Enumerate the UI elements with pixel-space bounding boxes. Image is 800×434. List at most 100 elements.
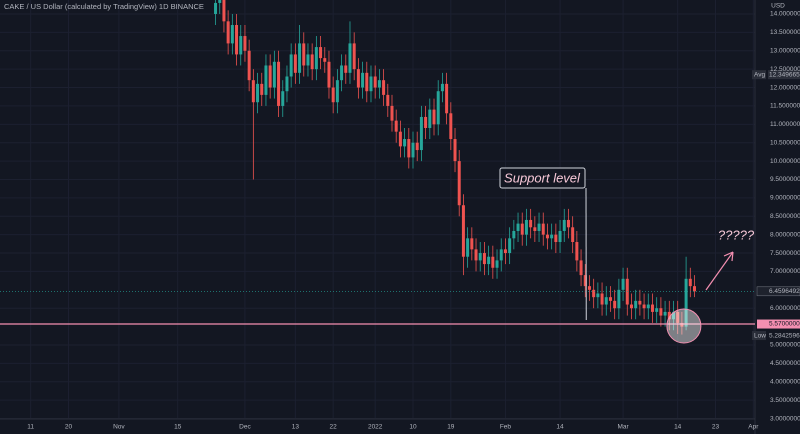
- y-tick-label: 9.5000000: [770, 176, 800, 183]
- candle-body: [487, 256, 491, 265]
- candle-body: [604, 297, 608, 305]
- candle-body: [533, 227, 537, 231]
- candle-body: [352, 43, 356, 70]
- candle-body: [310, 54, 314, 70]
- candle-body: [583, 275, 587, 287]
- candle-body: [541, 223, 545, 235]
- candle-body: [445, 83, 449, 114]
- candle-body: [621, 278, 625, 290]
- candle-body: [482, 253, 486, 265]
- x-tick-label: 15: [174, 424, 182, 431]
- candle-body: [461, 205, 465, 257]
- candle-body: [260, 83, 264, 95]
- candle-body: [394, 120, 398, 132]
- candle-body: [268, 65, 272, 88]
- arrow-head: [723, 251, 734, 262]
- candle-body: [264, 65, 268, 95]
- candle-body: [356, 69, 360, 88]
- price-label: 6.4596492: [769, 288, 800, 295]
- candle-body: [256, 83, 260, 103]
- candle-body: [692, 286, 696, 292]
- x-tick-label: Feb: [500, 424, 512, 431]
- y-tick-label: 14.0000000: [770, 11, 800, 18]
- candle-body: [495, 260, 499, 268]
- candle-body: [587, 286, 591, 290]
- y-tick-label: 12.0000000: [770, 84, 800, 91]
- candle-body: [474, 249, 478, 261]
- candle-body: [650, 304, 654, 312]
- candle-body: [646, 304, 650, 309]
- candle-body: [638, 300, 642, 305]
- candle-body: [529, 219, 533, 228]
- x-tick-label: Apr: [748, 424, 759, 431]
- candle-body: [571, 227, 575, 243]
- chart-title: CAKE / US Dollar (calculated by TradingV…: [4, 2, 204, 11]
- candle-body: [449, 113, 453, 140]
- candle-body: [466, 238, 470, 257]
- candle-body: [550, 234, 554, 239]
- grid: [0, 0, 755, 420]
- avg-label: 12.3496650: [769, 71, 800, 78]
- currency: USD: [771, 3, 785, 10]
- candle-body: [688, 278, 692, 287]
- candle-body: [415, 142, 419, 151]
- y-tick-label: 6.0000000: [770, 305, 800, 312]
- x-tick-label: 14: [674, 424, 682, 431]
- x-tick-label: 23: [712, 424, 720, 431]
- x-tick-label: 19: [447, 424, 455, 431]
- y-tick-label: 7.5000000: [770, 250, 800, 257]
- y-tick-label: 7.0000000: [770, 268, 800, 275]
- candle-body: [323, 58, 327, 62]
- y-tick-label: 13.5000000: [770, 29, 800, 36]
- price-label-box: [756, 286, 800, 297]
- x-tick-label: Mar: [617, 424, 629, 431]
- candle-body: [680, 322, 684, 327]
- candle-body: [373, 76, 377, 88]
- candle-body: [508, 238, 512, 254]
- candle-body: [562, 219, 566, 231]
- candle-body: [289, 54, 293, 77]
- support-text-box: [499, 167, 586, 189]
- candle-body: [608, 297, 612, 301]
- candle-body: [331, 87, 335, 103]
- candle-body: [344, 65, 348, 73]
- candle-body: [600, 293, 604, 305]
- x-tick-label: 13: [292, 424, 300, 431]
- candle-body: [592, 289, 596, 298]
- candle-body: [579, 260, 583, 276]
- candle-body: [524, 219, 528, 235]
- support-text: Support level: [504, 170, 581, 185]
- candle-body: [340, 65, 344, 81]
- candle-body: [235, 25, 239, 55]
- y-tick-label: 11.0000000: [770, 121, 800, 128]
- avg-tag: Avg: [754, 71, 765, 78]
- candle-body: [512, 230, 516, 239]
- candle-body: [470, 238, 474, 250]
- candle-body: [377, 80, 381, 88]
- y-tick-label: 12.5000000: [770, 66, 800, 73]
- candle-body: [671, 311, 675, 320]
- candle-body: [625, 278, 629, 305]
- candle-body: [545, 234, 549, 239]
- candle-body: [314, 47, 318, 70]
- candle-body: [222, 0, 226, 22]
- candle-body: [230, 25, 234, 44]
- candle-body: [453, 139, 457, 162]
- candle-body: [214, 2, 218, 14]
- y-tick-label: 4.0000000: [770, 378, 800, 385]
- question-text: ?????: [718, 227, 755, 242]
- candle-body: [575, 242, 579, 261]
- y-tick-label: 13.0000000: [770, 47, 800, 54]
- x-tick-label: 11: [27, 424, 34, 431]
- support-label: 5.5700000: [769, 321, 800, 328]
- x-tick-label: 22: [330, 424, 338, 431]
- candle-body: [272, 61, 276, 88]
- low-tag-box: [752, 331, 766, 341]
- candle-body: [365, 72, 369, 92]
- candle-body: [440, 83, 444, 92]
- low-label: 5.2842596: [769, 332, 800, 339]
- y-tick-label: 8.5000000: [770, 213, 800, 220]
- candle-body: [629, 304, 633, 309]
- candle-body: [503, 249, 507, 254]
